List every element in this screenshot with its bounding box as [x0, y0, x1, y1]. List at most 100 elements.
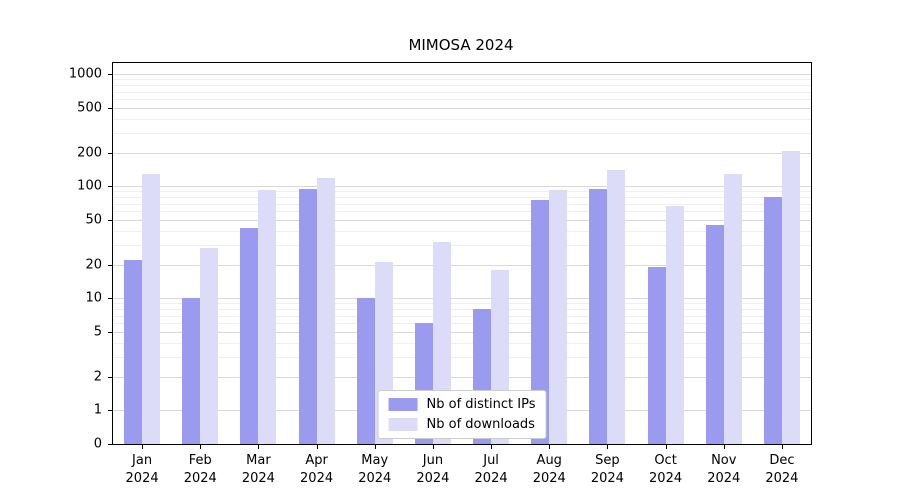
y-tick-mark: [108, 152, 112, 154]
legend-entry-nb-of-downloads: Nb of downloads: [388, 417, 536, 432]
bar-nb-of-distinct-ips-dec-2024: [763, 197, 782, 444]
x-tick-label-line: 2024: [649, 470, 683, 486]
bar-nb-of-downloads-dec-2024: [781, 151, 800, 444]
bar-nb-of-distinct-ips-apr-2024: [298, 188, 317, 444]
bar-nb-of-distinct-ips-mar-2024: [240, 228, 259, 444]
x-tick-label-line: Feb: [188, 453, 212, 468]
x-tick-label: Feb 2024: [168, 452, 232, 487]
gridline-minor: [113, 132, 811, 134]
gridline-minor: [113, 99, 811, 101]
bar-nb-of-downloads-aug-2024: [549, 190, 568, 444]
y-tick-label: 200: [77, 145, 102, 161]
x-tick-mark: [258, 445, 260, 449]
bar-nb-of-downloads-nov-2024: [723, 173, 742, 444]
y-tick-mark: [108, 74, 112, 76]
x-tick-label: Apr 2024: [285, 452, 349, 487]
x-tick-label-line: Sep: [595, 453, 620, 468]
bar-nb-of-distinct-ips-aug-2024: [531, 199, 550, 444]
x-tick-label-line: 2024: [416, 470, 450, 486]
y-tick-label: 100: [77, 178, 102, 194]
y-tick-label: 10: [85, 290, 102, 306]
bar-nb-of-downloads-feb-2024: [200, 248, 219, 444]
x-tick-label-line: Jun: [422, 453, 444, 468]
x-tick-label: Aug 2024: [517, 452, 581, 487]
bar-nb-of-downloads-jan-2024: [142, 173, 161, 444]
gridline-minor: [113, 79, 811, 81]
y-tick-mark: [108, 186, 112, 188]
x-tick-label: Nov 2024: [692, 452, 756, 487]
x-tick-mark: [549, 445, 551, 449]
y-tick-label: 20: [85, 257, 102, 273]
x-tick-mark: [432, 445, 434, 449]
x-tick-label-line: Apr: [305, 453, 328, 468]
bar-nb-of-distinct-ips-oct-2024: [647, 267, 666, 444]
gridline-minor: [113, 118, 811, 120]
x-tick-label: Mar 2024: [226, 452, 290, 487]
gridline-minor: [113, 191, 811, 193]
bar-nb-of-distinct-ips-feb-2024: [182, 298, 201, 444]
x-tick-label-line: 2024: [358, 470, 392, 486]
bar-nb-of-downloads-sep-2024: [607, 169, 626, 444]
bar-nb-of-distinct-ips-jan-2024: [124, 259, 143, 444]
gridline-minor: [113, 203, 811, 205]
legend-swatch: [388, 398, 418, 411]
x-tick-label-line: Nov: [711, 453, 737, 468]
x-tick-label-line: 2024: [707, 470, 741, 486]
y-tick-label: 50: [85, 212, 102, 228]
x-tick-mark: [607, 445, 609, 449]
x-tick-label-line: 2024: [125, 470, 159, 486]
x-tick-mark: [723, 445, 725, 449]
x-tick-label-line: Aug: [536, 453, 562, 468]
bar-nb-of-downloads-oct-2024: [665, 205, 684, 444]
gridline-major: [113, 152, 811, 154]
y-tick-label: 1: [93, 402, 102, 418]
y-tick-label: 5: [93, 324, 102, 340]
x-tick-mark: [781, 445, 783, 449]
legend-label: Nb of downloads: [426, 417, 535, 432]
gridline-major: [113, 219, 811, 221]
gridline-minor: [113, 91, 811, 93]
x-tick-label: Oct 2024: [634, 452, 698, 487]
x-tick-label: Jun 2024: [401, 452, 465, 487]
x-tick-label-line: 2024: [474, 470, 508, 486]
bar-nb-of-distinct-ips-may-2024: [356, 298, 375, 444]
x-tick-label-line: 2024: [300, 470, 334, 486]
x-tick-label-line: Mar: [246, 453, 271, 468]
y-tick-mark: [108, 107, 112, 109]
bar-nb-of-downloads-apr-2024: [316, 178, 335, 444]
x-tick-label: Dec 2024: [750, 452, 814, 487]
x-tick-label: May 2024: [343, 452, 407, 487]
y-tick-label: 1000: [68, 66, 102, 82]
x-tick-label-line: May: [361, 453, 389, 468]
x-tick-label-line: 2024: [532, 470, 566, 486]
gridline-minor: [113, 197, 811, 199]
plot-area: Nb of distinct IPs Nb of downloads: [112, 62, 812, 445]
x-tick-mark: [142, 445, 144, 449]
y-tick-mark: [108, 264, 112, 266]
y-tick-mark: [108, 219, 112, 221]
x-tick-label-line: 2024: [590, 470, 624, 486]
gridline-major: [113, 186, 811, 188]
legend-entry-nb-of-distinct-ips: Nb of distinct IPs: [388, 397, 535, 412]
x-tick-label: Jul 2024: [459, 452, 523, 487]
x-tick-label: Sep 2024: [575, 452, 639, 487]
x-tick-label-line: Jan: [132, 453, 153, 468]
gridline-major: [113, 107, 811, 109]
bar-nb-of-downloads-mar-2024: [258, 190, 277, 444]
y-tick-mark: [108, 376, 112, 378]
x-tick-mark: [316, 445, 318, 449]
x-tick-label-line: Dec: [769, 453, 795, 468]
y-tick-label: 0: [93, 436, 102, 452]
x-tick-label-line: 2024: [241, 470, 275, 486]
x-tick-label-line: 2024: [765, 470, 799, 486]
chart-title: MIMOSA 2024: [408, 36, 514, 54]
gridline-minor: [113, 85, 811, 87]
x-tick-label-line: Oct: [654, 453, 677, 468]
x-tick-mark: [374, 445, 376, 449]
legend: Nb of distinct IPs Nb of downloads: [377, 390, 547, 439]
x-tick-mark: [491, 445, 493, 449]
y-tick-mark: [108, 298, 112, 300]
y-tick-mark: [108, 410, 112, 412]
y-tick-label: 500: [77, 100, 102, 116]
bar-nb-of-distinct-ips-sep-2024: [589, 188, 608, 444]
